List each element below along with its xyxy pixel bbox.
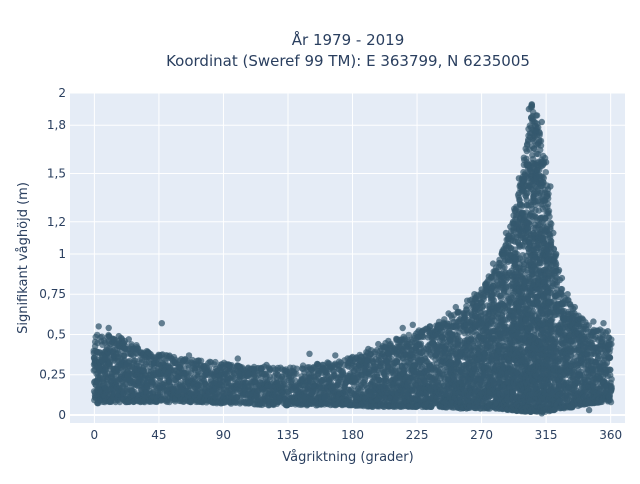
data-point	[99, 334, 105, 340]
data-point	[463, 303, 469, 309]
data-point	[212, 359, 218, 365]
data-point	[501, 264, 507, 270]
